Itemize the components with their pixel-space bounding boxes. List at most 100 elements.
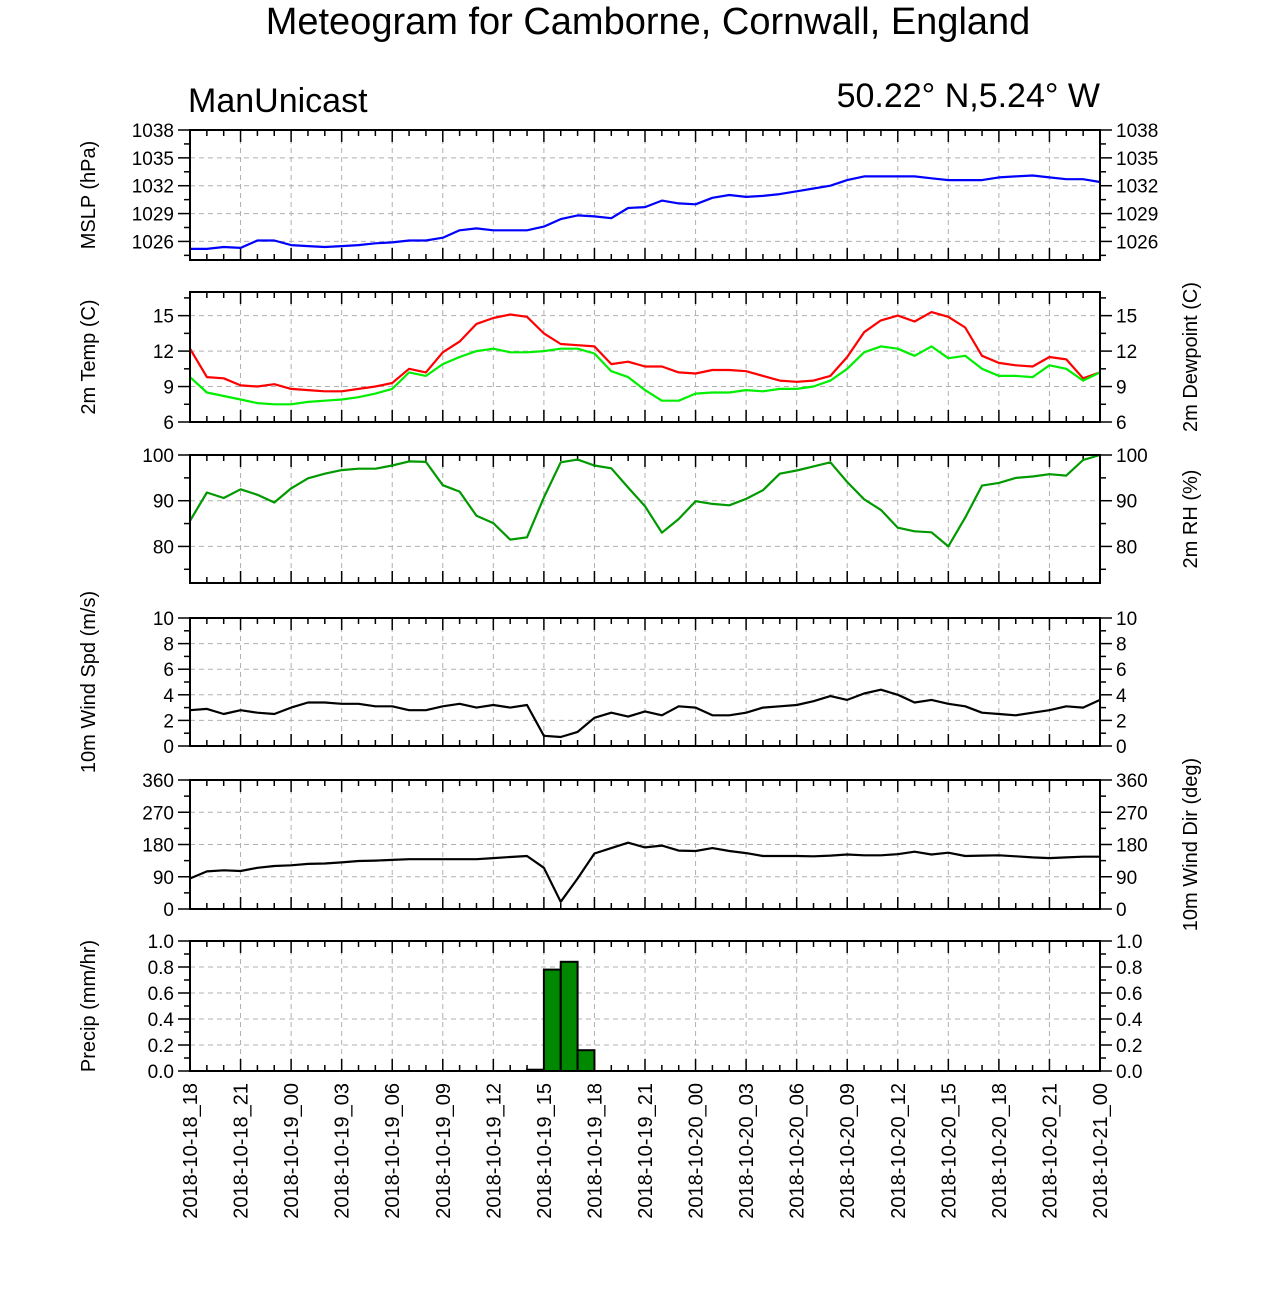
y-tick-label: 0.0 bbox=[1116, 1062, 1142, 1083]
y-tick-label: 90 bbox=[1116, 492, 1137, 513]
y-tick-label: 0.8 bbox=[1116, 958, 1142, 979]
y-tick-label: 1038 bbox=[1116, 121, 1158, 142]
y-tick-label: 2 bbox=[163, 711, 174, 732]
y-tick-label: 1038 bbox=[132, 121, 174, 142]
y-tick-label: 0.4 bbox=[1116, 1010, 1143, 1031]
y-tick-label: 100 bbox=[142, 446, 174, 467]
location-label: 50.22° N,5.24° W bbox=[837, 77, 1100, 115]
y-tick-label: 360 bbox=[1116, 771, 1148, 792]
panel-frame bbox=[189, 617, 1101, 747]
series-line-temp bbox=[189, 311, 1101, 393]
y-tick-label: 9 bbox=[163, 378, 174, 399]
y-tick-label: 180 bbox=[142, 836, 174, 857]
y-tick-label: 0 bbox=[1116, 737, 1127, 758]
panel-5: 0 0 90 90 180 180 270 270 360 360 10m Wind Dir (de… bbox=[142, 758, 1202, 931]
x-tick-label: 2018-10-20_00 bbox=[686, 1083, 708, 1219]
panel-2: 6 6 9 9 12 12 15 15 2m Temp (C) 2m Dewpoint (C) bbox=[78, 282, 1202, 434]
y-tick-label: 270 bbox=[1116, 803, 1148, 824]
y-tick-label: 6 bbox=[1116, 413, 1127, 434]
x-tick-label: 2018-10-20_18 bbox=[989, 1083, 1011, 1219]
y-tick-label: 100 bbox=[1116, 446, 1148, 467]
y-tick-label: 6 bbox=[1116, 660, 1127, 681]
y-tick-label: 1029 bbox=[1116, 205, 1158, 226]
series-line-mslp bbox=[190, 174, 1101, 250]
y-tick-label: 8 bbox=[163, 635, 174, 656]
series-line-rh bbox=[189, 453, 1101, 548]
y-tick-label: 0.0 bbox=[148, 1062, 174, 1083]
panel-frame bbox=[189, 129, 1101, 261]
panel-frame bbox=[189, 940, 1101, 1072]
y-tick-label: 6 bbox=[163, 660, 174, 681]
y-tick-label: 1035 bbox=[1116, 149, 1158, 170]
panel-3: 80 80 90 90 100 100 2m RH (%) bbox=[142, 446, 1202, 584]
y-axis-label-right: 10m Wind Dir (deg) bbox=[1180, 758, 1202, 931]
panel-frame bbox=[189, 779, 1101, 910]
x-tick-label: 2018-10-19_03 bbox=[332, 1083, 354, 1219]
series-line-dewpoint bbox=[189, 345, 1101, 406]
x-tick-label: 2018-10-19_06 bbox=[382, 1083, 404, 1219]
y-tick-label: 360 bbox=[142, 771, 174, 792]
y-tick-label: 0.6 bbox=[1116, 984, 1142, 1005]
y-tick-label: 1026 bbox=[1116, 232, 1158, 253]
y-axis-label-left: Precip (mm/hr) bbox=[78, 940, 100, 1072]
y-tick-label: 0 bbox=[163, 900, 174, 921]
y-tick-label: 0.2 bbox=[148, 1036, 174, 1057]
x-tick-label: 2018-10-19_21 bbox=[635, 1083, 657, 1219]
y-tick-label: 4 bbox=[163, 686, 174, 707]
precip-bar bbox=[542, 968, 562, 1072]
y-tick-label: 2 bbox=[1116, 711, 1127, 732]
series-line-wind bbox=[189, 688, 1101, 739]
panel-4: 0 0 2 2 4 4 6 6 8 8 10 10 10m Wind Spd (m/s) bbox=[78, 591, 1137, 773]
x-tick-label: 2018-10-20_06 bbox=[787, 1083, 809, 1219]
precip-bar bbox=[576, 1049, 596, 1072]
model-label: ManUnicast bbox=[188, 82, 368, 120]
y-tick-label: 6 bbox=[163, 413, 174, 434]
y-tick-label: 9 bbox=[1116, 378, 1127, 399]
y-tick-label: 10 bbox=[1116, 609, 1137, 630]
x-tick-label: 2018-10-20_15 bbox=[938, 1083, 960, 1219]
x-tick-label: 2018-10-19_18 bbox=[584, 1083, 606, 1219]
series-line-wind_dir bbox=[189, 841, 1100, 903]
y-tick-label: 1.0 bbox=[148, 932, 174, 953]
y-tick-label: 4 bbox=[1116, 686, 1127, 707]
y-tick-label: 10 bbox=[153, 609, 174, 630]
y-tick-label: 1026 bbox=[132, 232, 174, 253]
y-tick-label: 270 bbox=[142, 803, 174, 824]
y-tick-label: 1.0 bbox=[1116, 932, 1142, 953]
y-tick-label: 1032 bbox=[1116, 177, 1158, 198]
y-tick-label: 0.8 bbox=[148, 958, 174, 979]
x-tick-label: 2018-10-18_18 bbox=[180, 1083, 202, 1219]
panel-frame bbox=[189, 454, 1101, 584]
y-tick-label: 15 bbox=[153, 307, 174, 328]
x-tick-label: 2018-10-20_09 bbox=[837, 1083, 859, 1219]
panel-1: 1026 1026 1029 1029 1032 1032 1035 1035 1038 1038… bbox=[78, 121, 1158, 261]
x-tick-label: 2018-10-19_12 bbox=[483, 1083, 505, 1219]
x-tick-label: 2018-10-20_12 bbox=[888, 1083, 910, 1219]
y-axis-label-left: 2m Temp (C) bbox=[78, 299, 100, 414]
y-tick-label: 0.6 bbox=[148, 984, 174, 1005]
y-tick-label: 0.2 bbox=[1116, 1036, 1142, 1057]
y-tick-label: 90 bbox=[153, 868, 174, 889]
y-tick-label: 0 bbox=[1116, 900, 1127, 921]
y-tick-label: 8 bbox=[1116, 635, 1127, 656]
y-tick-label: 80 bbox=[1116, 537, 1137, 558]
x-tick-label: 2018-10-20_03 bbox=[736, 1083, 758, 1219]
y-tick-label: 1032 bbox=[132, 177, 174, 198]
y-tick-label: 80 bbox=[153, 537, 174, 558]
y-tick-label: 12 bbox=[1116, 342, 1137, 363]
y-tick-label: 0 bbox=[163, 737, 174, 758]
y-axis-label-right: 2m RH (%) bbox=[1180, 470, 1202, 569]
panel-frame bbox=[189, 291, 1101, 423]
precip-bar bbox=[559, 960, 579, 1072]
y-tick-label: 1029 bbox=[132, 205, 174, 226]
x-tick-label: 2018-10-19_15 bbox=[534, 1083, 556, 1219]
y-tick-label: 180 bbox=[1116, 836, 1148, 857]
x-tick-label: 2018-10-20_21 bbox=[1039, 1083, 1061, 1219]
panel-6: 0.0 0.0 0.2 0.2 0.4 0.4 0.6 0.6 0.8 0.8 1.0 1.0 Prec… bbox=[78, 932, 1143, 1083]
y-tick-label: 1035 bbox=[132, 149, 174, 170]
y-tick-label: 15 bbox=[1116, 307, 1137, 328]
y-tick-label: 90 bbox=[153, 492, 174, 513]
y-tick-label: 0.4 bbox=[148, 1010, 175, 1031]
